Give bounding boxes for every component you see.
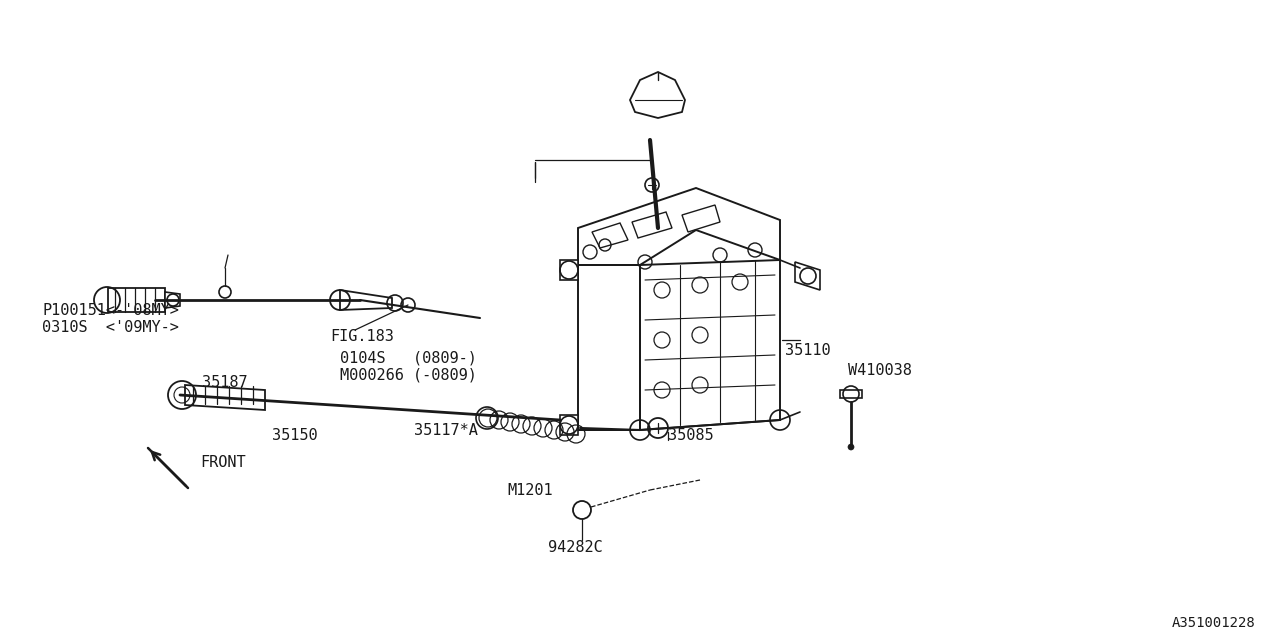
- Polygon shape: [340, 290, 392, 310]
- Text: 35150: 35150: [273, 428, 317, 442]
- Text: 35117*A: 35117*A: [415, 422, 477, 438]
- Polygon shape: [561, 260, 579, 280]
- Text: 0310S  <'09MY->: 0310S <'09MY->: [42, 319, 179, 335]
- Text: A351001228: A351001228: [1171, 616, 1254, 630]
- Text: P100151<-'08MY>: P100151<-'08MY>: [42, 303, 179, 317]
- Polygon shape: [840, 390, 861, 398]
- Text: M000266 (-0809): M000266 (-0809): [340, 367, 477, 383]
- Polygon shape: [186, 385, 265, 410]
- Text: 94282C: 94282C: [548, 540, 603, 554]
- Circle shape: [849, 444, 854, 450]
- Polygon shape: [165, 292, 180, 308]
- Polygon shape: [108, 288, 165, 312]
- Text: 35110: 35110: [785, 342, 831, 358]
- Text: M1201: M1201: [507, 483, 553, 497]
- Text: 0104S   (0809-): 0104S (0809-): [340, 351, 477, 365]
- Polygon shape: [561, 415, 579, 435]
- Text: FIG.183: FIG.183: [330, 328, 394, 344]
- Text: W410038: W410038: [849, 362, 911, 378]
- Text: 35187: 35187: [202, 374, 248, 390]
- Text: FRONT: FRONT: [200, 454, 246, 470]
- Text: 35085: 35085: [668, 428, 714, 442]
- Polygon shape: [795, 262, 820, 290]
